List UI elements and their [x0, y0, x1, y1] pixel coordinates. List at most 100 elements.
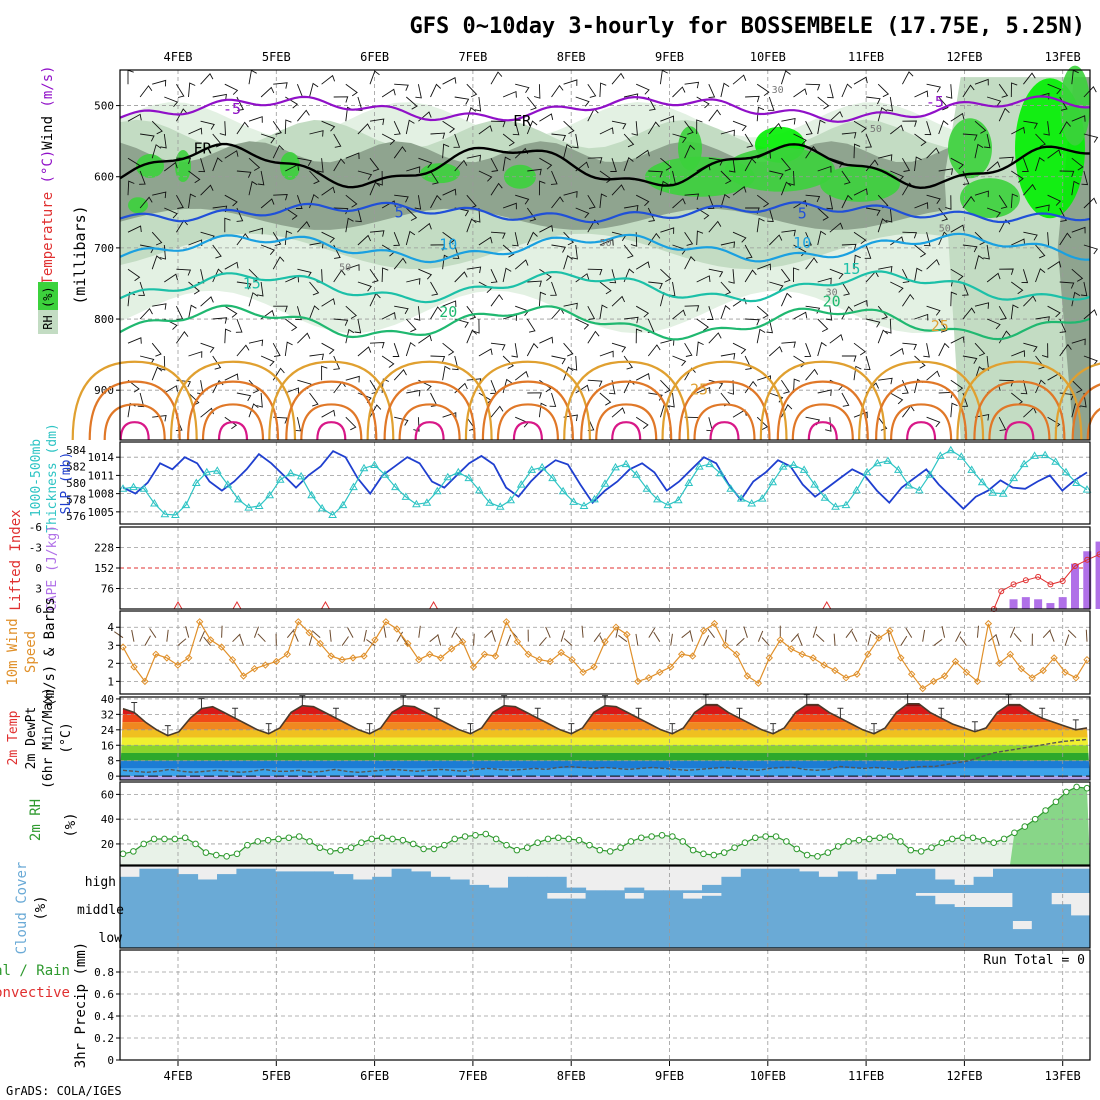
temperature-range-whisker	[534, 707, 541, 719]
wind-barb	[684, 342, 693, 357]
cloud-bar	[993, 921, 1013, 948]
surface-wind-barb	[900, 635, 908, 646]
wind-barb	[696, 230, 704, 246]
wind-barb	[624, 205, 639, 212]
surface-wind-barb	[149, 628, 157, 638]
wind-barb	[998, 416, 1007, 432]
contour-label: 20	[823, 292, 841, 310]
wind-barb	[430, 244, 446, 251]
wind-barb	[708, 268, 724, 278]
wind-barb	[732, 297, 747, 307]
wind-barb	[490, 342, 506, 351]
isotherm-diurnal-arch	[300, 403, 363, 441]
isotherm-diurnal-arch	[481, 380, 574, 441]
rh-point	[959, 834, 966, 842]
wind-barb	[885, 318, 892, 334]
thickness-point	[705, 459, 715, 468]
surface-wind-barb	[845, 628, 854, 638]
wind-barb	[295, 306, 302, 321]
surface-wind-barb	[761, 637, 770, 647]
cloud-bar	[508, 876, 528, 893]
cloud-bar	[837, 893, 858, 921]
wind-speed-point	[677, 650, 686, 659]
wind-barb	[257, 170, 265, 186]
cloud-bar	[779, 868, 800, 893]
wind-barb	[200, 73, 214, 85]
thickness-point	[370, 460, 379, 468]
lifted-index-spike	[429, 600, 439, 610]
lifted-index-spike	[822, 600, 832, 610]
lifted-index-point	[1035, 573, 1042, 580]
cloud-bar	[876, 893, 897, 921]
rh-point	[223, 853, 230, 860]
rh-point	[389, 835, 396, 843]
wind-barb	[549, 392, 557, 407]
thickness-point	[233, 494, 243, 503]
isotherm-diurnal-arch	[890, 403, 953, 441]
isotherm-diurnal-arch	[88, 380, 181, 441]
cape-lifted-index-panel: -6 -3 0 3 6 76 152 228 Lifted Index CAPE (J/kg)	[8, 509, 1100, 616]
wind-barb	[732, 186, 747, 196]
isotherm-diurnal-arch	[858, 360, 985, 441]
isotherm-diurnal-arch	[512, 421, 543, 441]
surface-wind-barb	[199, 630, 205, 642]
wind-barb	[357, 234, 372, 246]
wind-barb	[841, 194, 853, 209]
wind-barb	[551, 133, 567, 142]
wind-barb	[345, 264, 360, 271]
wind-speed-point	[425, 650, 434, 659]
rh-point	[503, 841, 510, 849]
wind-barb	[793, 244, 807, 257]
slp-thickness-panel: 576 578 580 582 584 1005 1008 1011 1014 1000-500m…	[29, 423, 1092, 533]
wind-barb	[454, 96, 470, 105]
wind-barb	[127, 113, 142, 122]
lifted-index-point	[1010, 581, 1017, 588]
cloud-bar	[1031, 893, 1052, 921]
wind-axis-title-2-part: Speed	[23, 631, 39, 673]
thickness-point	[495, 502, 505, 510]
wind-barb	[767, 96, 775, 111]
wind-speed-point	[447, 645, 456, 653]
thickness-point	[768, 477, 778, 486]
rh-point	[306, 838, 313, 845]
wind-barb	[490, 71, 503, 85]
wind-barb	[878, 377, 893, 385]
contour-label: 30	[826, 288, 838, 299]
thickness-point	[673, 495, 683, 504]
thickness-point	[422, 498, 432, 506]
cloud-bar	[1031, 868, 1052, 893]
cloud-bar	[1051, 904, 1072, 921]
wind-barb	[321, 409, 336, 418]
wind-speed-point	[513, 637, 522, 646]
wind-speed-point	[568, 655, 576, 664]
wind-barb	[781, 229, 796, 237]
wind-barb	[248, 157, 261, 171]
wind-barb	[188, 82, 196, 98]
thickness-point	[925, 470, 935, 478]
cloud-bar	[546, 876, 567, 893]
cloud-bar	[217, 874, 237, 893]
wind-speed-point	[393, 625, 401, 633]
cloud-bar	[391, 921, 412, 948]
wind-barb	[781, 118, 796, 125]
temperature-range-whisker	[736, 707, 743, 719]
wind-barb	[1011, 281, 1024, 295]
rh-point	[845, 838, 852, 845]
wind-barb	[769, 170, 784, 180]
cloud-bar	[1070, 921, 1091, 948]
wind-axis-title-3: (m/s) & Barbs	[42, 597, 58, 707]
rh-point	[316, 844, 324, 851]
wind-barb	[430, 281, 439, 296]
cape-bar	[1009, 599, 1018, 609]
wind-barb	[188, 304, 197, 320]
wind-barb	[212, 244, 222, 259]
wind-barb	[817, 165, 832, 173]
wind-barb	[575, 207, 590, 219]
cloud-bar	[120, 876, 140, 893]
wind-barb	[805, 257, 818, 270]
surface-wind-barb	[833, 633, 836, 646]
rh-point	[461, 833, 469, 840]
precip-tick-label: 0.6	[94, 988, 114, 1001]
temperature-range-whisker	[871, 723, 878, 734]
